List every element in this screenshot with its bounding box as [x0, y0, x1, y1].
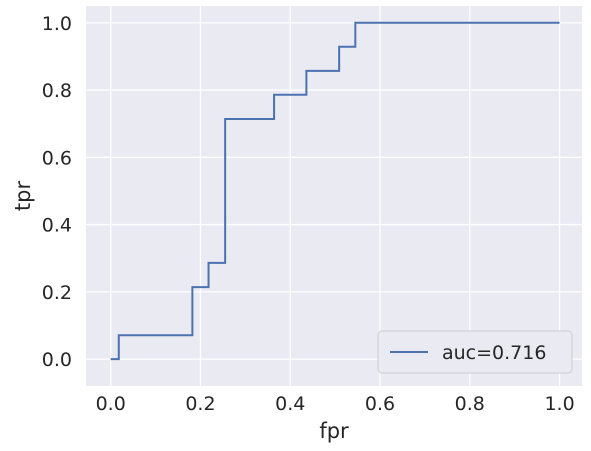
- y-tick-label: 0.4: [42, 215, 72, 237]
- x-tick-label: 0.0: [96, 393, 126, 415]
- x-tick-label: 0.4: [275, 393, 305, 415]
- plot-background: [86, 6, 582, 386]
- legend-label: auc=0.716: [442, 342, 546, 364]
- legend-box: [377, 330, 573, 374]
- grid-lines: [86, 6, 582, 386]
- y-tick-label: 0.2: [42, 282, 72, 304]
- legend: auc=0.716: [377, 330, 573, 374]
- roc-curve-line: [110, 21, 560, 361]
- y-tick-label: 0.0: [42, 349, 72, 371]
- y-tick-label: 0.8: [42, 80, 72, 102]
- x-tick-labels: 0.0 0.2 0.4 0.6 0.8 1.0: [96, 393, 575, 415]
- series-group: [110, 21, 560, 361]
- y-tick-label: 1.0: [42, 13, 72, 35]
- x-tick-label: 0.2: [185, 393, 215, 415]
- y-axis-label: tpr: [11, 181, 35, 212]
- x-axis-label: fpr: [319, 419, 349, 443]
- x-tick-label: 0.6: [365, 393, 395, 415]
- y-tick-labels: 0.0 0.2 0.4 0.6 0.8 1.0: [42, 13, 72, 371]
- x-tick-label: 1.0: [544, 393, 574, 415]
- x-tick-label: 0.8: [455, 393, 485, 415]
- y-tick-label: 0.6: [42, 147, 72, 169]
